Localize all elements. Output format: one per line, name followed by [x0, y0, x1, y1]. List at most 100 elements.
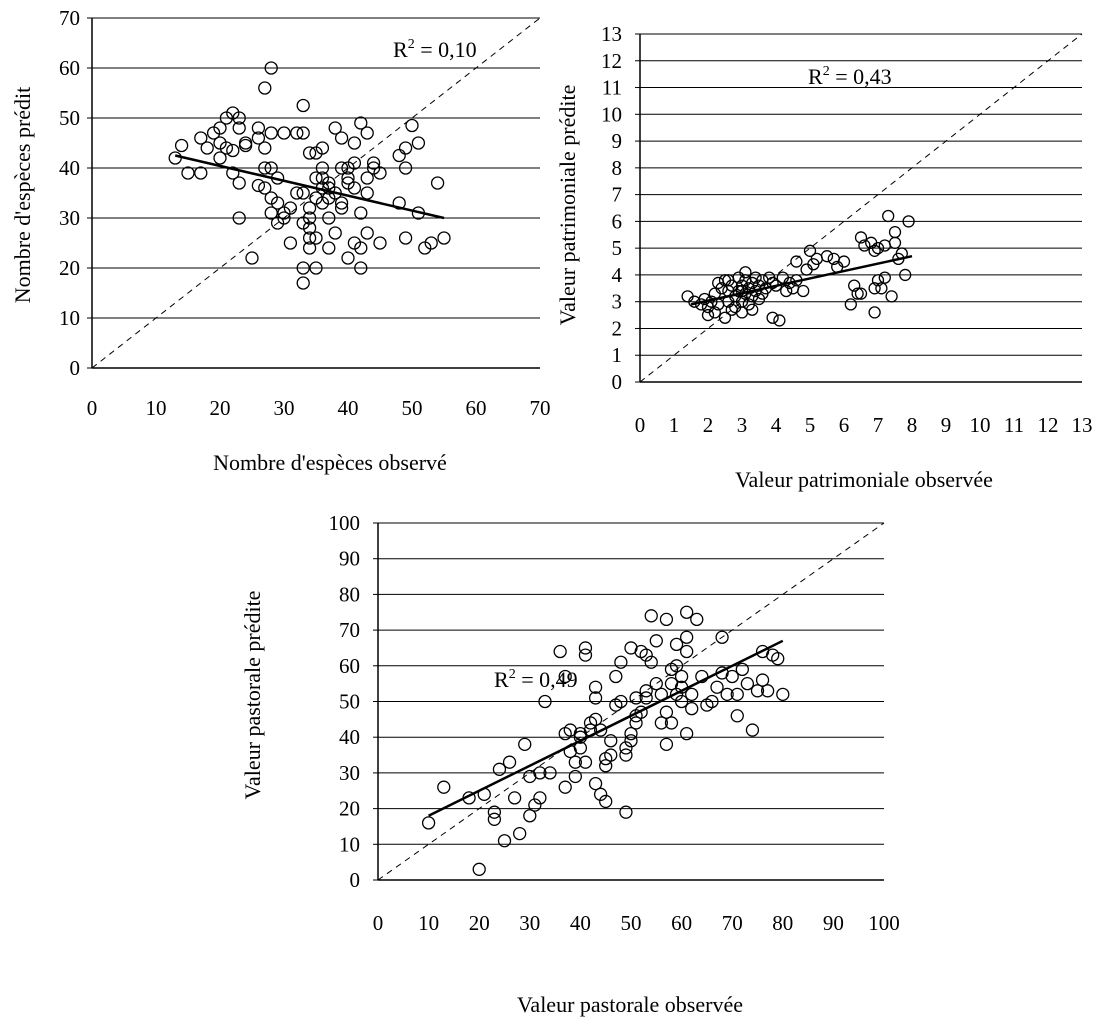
data-point: [174, 138, 189, 153]
data-point: [181, 166, 195, 180]
y-tick-label: 50: [59, 106, 80, 130]
y-tick-label: 7: [612, 183, 623, 207]
data-point: [277, 206, 291, 220]
data-point: [270, 196, 285, 210]
y-tick-label: 100: [329, 511, 361, 535]
data-point: [730, 709, 744, 723]
data-point: [437, 780, 451, 794]
data-point: [674, 694, 689, 709]
data-points: [681, 209, 915, 327]
y-tick-label: 30: [59, 206, 80, 230]
y-axis-label: Valeur patrimoniale prédite: [555, 85, 580, 326]
data-point: [194, 166, 208, 180]
data-point: [669, 637, 684, 652]
data-point: [854, 231, 868, 244]
data-point: [354, 206, 368, 220]
data-point: [360, 186, 374, 200]
y-tick-label: 8: [612, 156, 623, 180]
data-point: [296, 98, 310, 113]
data-point: [487, 805, 502, 819]
data-point: [858, 239, 871, 252]
data-point: [168, 151, 182, 165]
data-point: [302, 146, 317, 160]
data-point: [674, 669, 689, 684]
data-point: [322, 211, 336, 225]
data-point: [200, 141, 214, 155]
y-axis-label: Nombre d'espèces prédit: [10, 87, 35, 304]
x-tick-label: 0: [87, 396, 98, 420]
y-tick-label: 2: [612, 316, 623, 340]
data-point: [334, 201, 349, 215]
chart-species-count: 0 10 20 30 40 50 60 70 0 10 20 30 40 50 60 70 R2 = 0,1…: [10, 6, 551, 475]
x-tick-label: 0: [373, 911, 384, 935]
data-point: [258, 161, 272, 175]
data-point: [322, 176, 336, 190]
data-point: [776, 687, 790, 702]
data-point: [238, 138, 253, 153]
data-point: [780, 284, 793, 298]
data-point: [533, 766, 547, 780]
data-point: [871, 242, 885, 255]
data-point: [398, 231, 413, 245]
data-point: [568, 769, 582, 784]
data-point: [844, 298, 857, 311]
data-point: [360, 126, 374, 140]
grid-lines: [640, 33, 1082, 356]
data-point: [680, 726, 694, 741]
data-point: [213, 121, 227, 135]
data-point: [624, 726, 638, 741]
data-point: [264, 161, 278, 175]
data-point: [277, 126, 291, 140]
data-point: [251, 178, 266, 193]
data-point: [523, 809, 537, 823]
data-point: [619, 741, 633, 755]
data-point: [878, 271, 891, 284]
data-point: [398, 141, 413, 155]
data-point: [290, 186, 304, 200]
r2-annotation: R2 = 0,49: [494, 667, 578, 692]
data-point: [649, 677, 663, 691]
data-point: [315, 141, 330, 155]
data-point: [309, 261, 323, 275]
x-tick-labels: 0 10 20 30 40 50 60 70 80 90 100: [373, 911, 900, 935]
data-point: [296, 126, 310, 140]
data-point: [578, 641, 593, 655]
x-tick-label: 40: [338, 396, 359, 420]
x-tick-label: 20: [469, 911, 490, 935]
data-point: [487, 812, 502, 826]
identity-line: [91, 17, 541, 369]
data-point: [639, 648, 653, 662]
y-tick-label: 0: [612, 370, 623, 394]
data-point: [902, 215, 915, 228]
y-tick-label: 10: [601, 102, 622, 126]
data-point: [710, 680, 724, 694]
x-tick-label: 20: [210, 396, 231, 420]
data-point: [888, 236, 902, 249]
data-point: [766, 311, 779, 324]
data-point: [730, 687, 744, 702]
y-tick-label: 11: [602, 76, 622, 100]
data-point: [659, 737, 674, 751]
x-tick-label: 50: [402, 396, 423, 420]
data-point: [868, 244, 881, 257]
data-point: [341, 171, 355, 185]
data-point: [302, 221, 317, 235]
data-point: [322, 181, 336, 195]
data-point: [629, 716, 643, 730]
x-axis-label: Nombre d'espèces observé: [213, 450, 447, 475]
data-point: [213, 151, 227, 165]
y-tick-label: 60: [59, 56, 80, 80]
data-point: [725, 669, 739, 684]
data-point: [219, 141, 234, 155]
data-point: [593, 723, 608, 737]
data-point: [518, 737, 532, 751]
data-point: [639, 684, 653, 698]
data-point: [680, 644, 694, 659]
r2-annotation: R2 = 0,10: [393, 37, 477, 62]
data-point: [302, 241, 317, 255]
data-point: [868, 306, 881, 319]
data-point: [604, 748, 618, 762]
data-point: [392, 148, 406, 163]
